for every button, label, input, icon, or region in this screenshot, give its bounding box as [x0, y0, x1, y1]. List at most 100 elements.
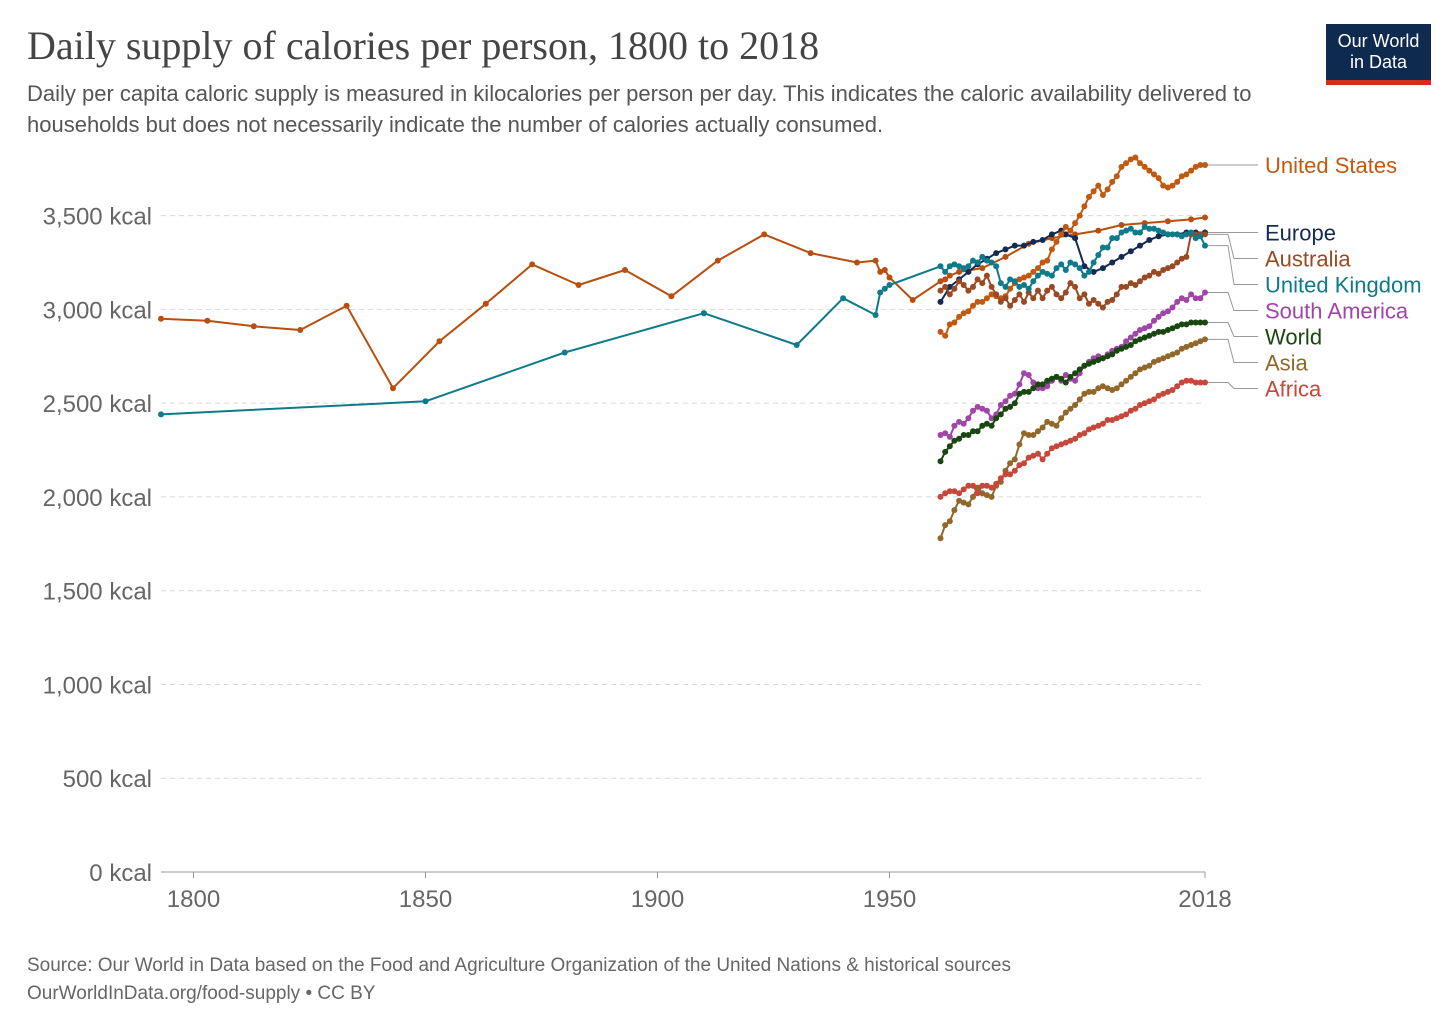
data-point [1127, 342, 1134, 348]
data-point [1146, 332, 1153, 339]
owid-logo[interactable]: Our World in Data [1326, 24, 1431, 85]
data-point [946, 488, 953, 495]
data-point [1132, 370, 1139, 377]
data-point [974, 298, 981, 305]
data-point [1067, 259, 1074, 266]
data-point [1011, 400, 1018, 407]
series-line [160, 216, 1206, 390]
data-point [1099, 420, 1106, 427]
x-tick-label: 1950 [863, 886, 916, 913]
data-point [1086, 268, 1092, 275]
data-point [1086, 193, 1092, 200]
data-point [1113, 235, 1120, 242]
license-link[interactable]: OurWorldInData.org/food-supply • CC BY [27, 983, 376, 1004]
data-point [1095, 182, 1102, 189]
data-point [1016, 283, 1023, 290]
data-point [1146, 272, 1153, 279]
data-point [1048, 231, 1055, 238]
data-point [1039, 268, 1046, 275]
data-point [1025, 432, 1032, 438]
data-point [1109, 178, 1116, 185]
data-point [1072, 220, 1079, 227]
data-point [561, 349, 568, 356]
data-point [854, 259, 860, 266]
series-label: Australia [1265, 247, 1351, 272]
data-point [1104, 298, 1111, 305]
data-point [1095, 357, 1102, 363]
data-point [886, 274, 893, 281]
data-point [422, 398, 429, 405]
data-point [881, 285, 888, 292]
data-point [942, 448, 949, 455]
data-point [1016, 390, 1023, 397]
data-point [1021, 242, 1027, 249]
data-point [1058, 231, 1065, 238]
data-point [951, 507, 958, 514]
x-tick-label: 1900 [631, 886, 684, 913]
data-point [1132, 282, 1139, 288]
data-point [1151, 396, 1157, 403]
data-point [1011, 242, 1018, 249]
data-point [1127, 407, 1134, 414]
data-point [988, 283, 995, 290]
data-point [956, 313, 963, 320]
data-point [1160, 182, 1167, 189]
data-point [993, 480, 1000, 487]
data-point [942, 332, 949, 339]
data-point [951, 261, 958, 268]
data-point [1007, 302, 1014, 309]
data-point [946, 291, 953, 298]
data-point [1025, 285, 1032, 292]
data-point [1044, 383, 1051, 390]
data-point [1192, 319, 1199, 326]
y-tick-label: 2,000 kcal [43, 485, 152, 512]
data-point [1164, 388, 1171, 395]
data-point [1118, 163, 1125, 170]
data-point [965, 432, 972, 438]
data-point [1151, 317, 1157, 324]
data-point [1048, 445, 1055, 452]
data-point [1067, 227, 1074, 234]
data-point [960, 486, 967, 493]
data-point [1109, 259, 1116, 266]
data-point [942, 283, 949, 290]
data-point [909, 297, 916, 303]
data-point [974, 259, 981, 266]
y-tick-label: 500 kcal [63, 766, 152, 793]
data-point [1090, 388, 1097, 395]
data-point [1062, 409, 1069, 416]
data-point [1183, 171, 1190, 178]
data-point [960, 282, 967, 288]
data-point [1039, 295, 1046, 302]
data-point [942, 522, 949, 529]
data-point [970, 482, 976, 489]
data-point [575, 282, 582, 288]
data-point [1081, 272, 1088, 279]
label-connector [1208, 322, 1258, 337]
data-point [965, 287, 972, 294]
data-point [1030, 379, 1037, 386]
data-point [1104, 244, 1111, 251]
data-point [970, 283, 976, 290]
data-point [1192, 235, 1199, 242]
data-point [1076, 366, 1083, 373]
data-point [1072, 377, 1079, 384]
data-point [1086, 300, 1092, 307]
label-connector [1208, 245, 1258, 285]
data-point [1174, 231, 1181, 238]
data-point [1011, 467, 1018, 474]
data-point [1183, 253, 1190, 260]
data-point [877, 289, 884, 296]
data-point [1030, 432, 1037, 438]
data-point [1141, 400, 1148, 407]
data-point [1183, 297, 1190, 303]
data-point [1081, 362, 1088, 369]
data-point [1169, 304, 1176, 311]
data-point [1123, 283, 1130, 290]
data-point [793, 342, 800, 348]
y-tick-label: 1,500 kcal [43, 579, 152, 606]
data-point [1164, 218, 1171, 225]
data-point [1192, 295, 1199, 302]
data-point [1011, 390, 1018, 397]
data-point [993, 263, 1000, 270]
